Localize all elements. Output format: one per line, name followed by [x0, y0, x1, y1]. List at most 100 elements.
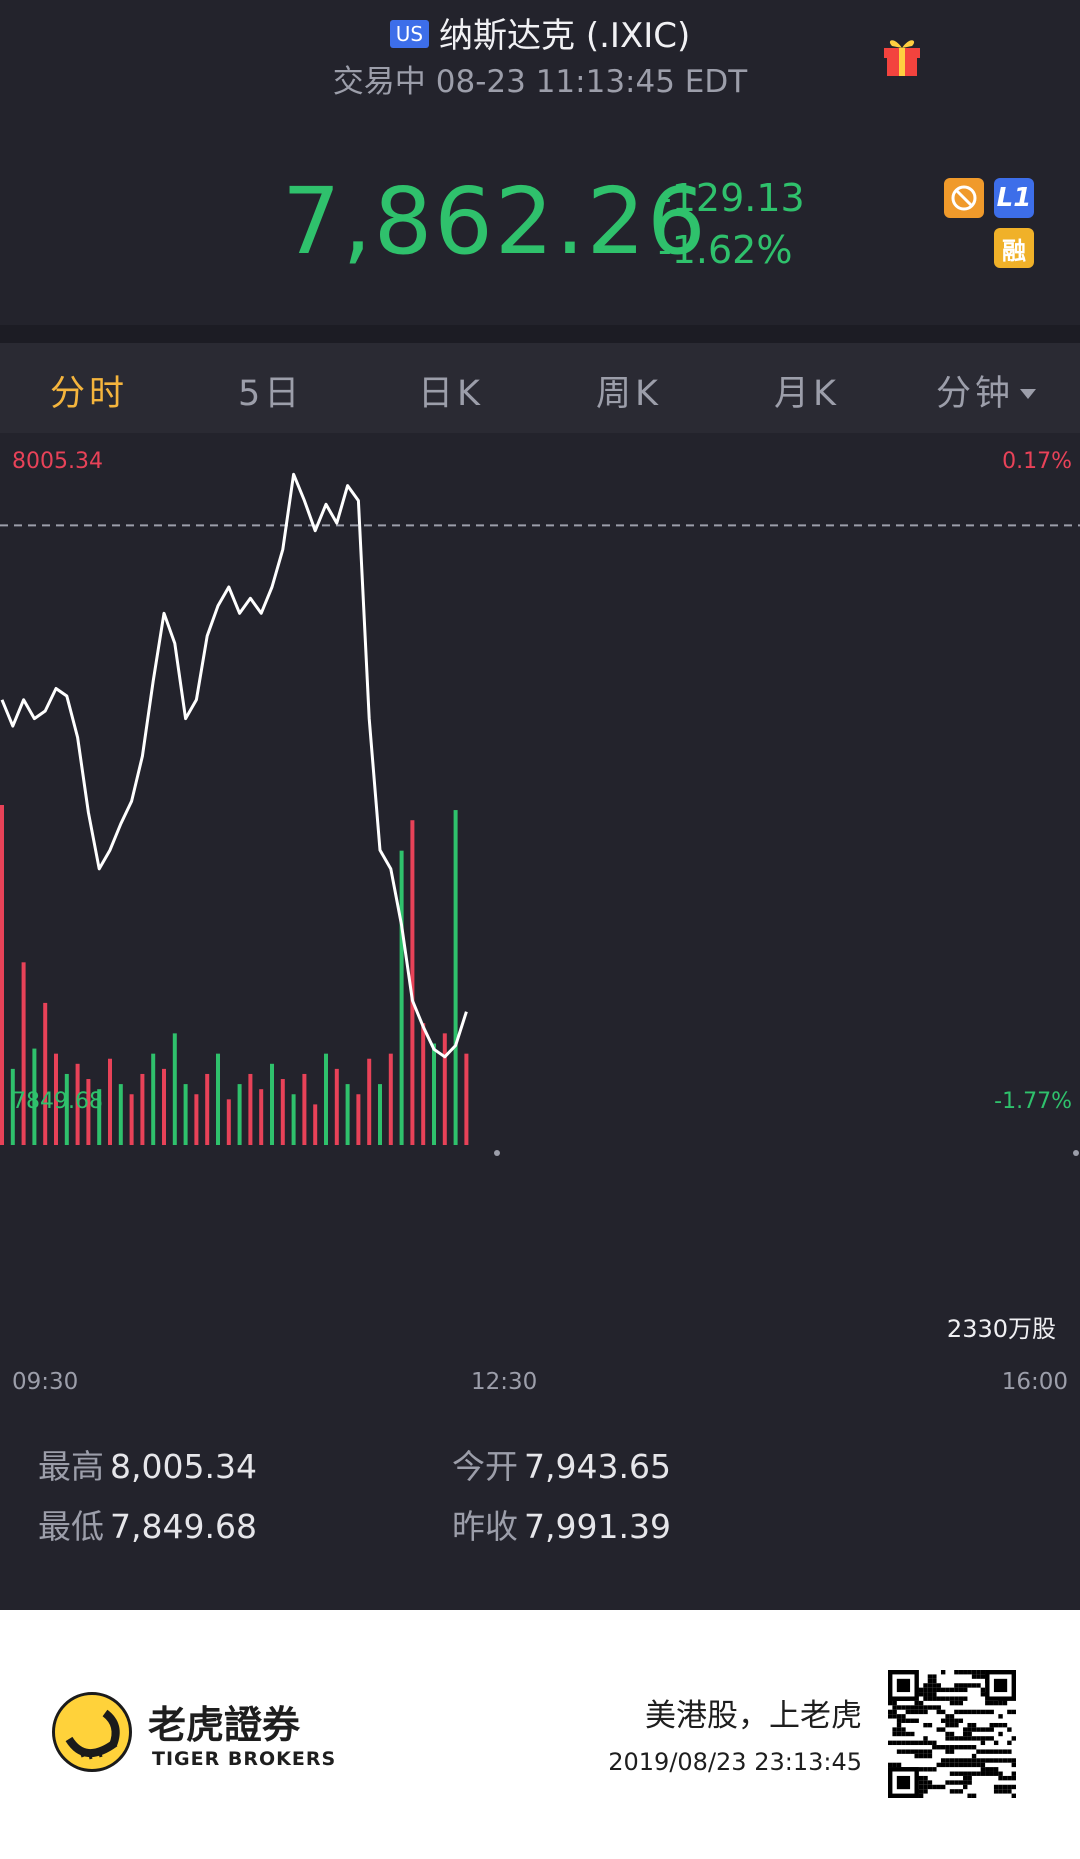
- market-badge: US: [389, 20, 430, 48]
- volume-bar: [118, 1084, 123, 1145]
- chart-low-pct: -1.77%: [994, 1089, 1072, 1114]
- tab-monthly-k[interactable]: 月K: [774, 374, 840, 414]
- price-change-block: -129.13 -1.62%: [658, 172, 805, 276]
- stat-prev-close-key: 昨收: [452, 1507, 518, 1546]
- volume-bar: [21, 962, 26, 1145]
- volume-bar: [237, 1084, 242, 1145]
- chart-low-label: 7849.68: [12, 1089, 103, 1114]
- volume-bar: [97, 1089, 102, 1145]
- stat-open-value: 7,943.65: [524, 1447, 671, 1486]
- volume-bar: [453, 810, 458, 1145]
- trading-status: 交易中 08-23 11:13:45 EDT: [0, 56, 1080, 101]
- volume-bar: [259, 1089, 264, 1145]
- volume-bar: [10, 1068, 15, 1145]
- price-line: [0, 472, 468, 1059]
- volume-bar: [421, 1023, 426, 1145]
- stat-open: 今开 7,943.65: [452, 1440, 671, 1488]
- volume-bar: [280, 1079, 285, 1145]
- volume-bar: [205, 1073, 210, 1145]
- slogan: 美港股，上老虎: [645, 1698, 862, 1734]
- tab-minute-label: 分钟: [936, 374, 1015, 414]
- volume-bar: [151, 1053, 156, 1145]
- stat-prev-close: 昨收 7,991.39: [452, 1500, 671, 1548]
- chart-high-label: 8005.34: [12, 449, 103, 474]
- volume-bar: [442, 1033, 447, 1145]
- time-label-open: 09:30: [12, 1369, 79, 1395]
- last-price: 7,862.26: [282, 168, 708, 275]
- volume-bar: [345, 1084, 350, 1145]
- volume-label: 2330万股: [946, 1315, 1056, 1343]
- volume-bar: [54, 1053, 58, 1145]
- volume-bar: [226, 1099, 231, 1145]
- footer-timestamp: 2019/08/23 23:13:45: [608, 1748, 862, 1776]
- price-change-pct: -1.62%: [658, 228, 793, 272]
- chevron-down-icon: [1020, 389, 1037, 399]
- stat-low-key: 最低: [38, 1507, 104, 1546]
- volume-bar: [291, 1094, 296, 1145]
- status-timestamp: 08-23 11:13:45 EDT: [435, 64, 748, 100]
- volume-bar: [270, 1063, 274, 1145]
- level1-badge[interactable]: L1: [994, 178, 1034, 218]
- time-label-mid: 12:30: [471, 1369, 538, 1395]
- brand-name-en: TIGER BROKERS: [152, 1748, 337, 1770]
- stat-prev-close-value: 7,991.39: [524, 1507, 671, 1546]
- volume-bar: [172, 1033, 177, 1145]
- no-short-icon[interactable]: [944, 178, 984, 218]
- tab-5day[interactable]: 5日: [238, 374, 304, 414]
- chart-canvas: [0, 472, 1080, 1156]
- time-label-close: 16:00: [1001, 1369, 1068, 1395]
- volume-bar: [75, 1063, 80, 1145]
- volume-bar: [216, 1053, 220, 1145]
- volume-bar: [248, 1073, 253, 1145]
- volume-bar: [334, 1068, 339, 1145]
- intraday-chart[interactable]: 8005.34 0.17% 7849.68 -1.77% 2330万股 09:3…: [0, 433, 1080, 1608]
- volume-bar: [183, 1084, 188, 1145]
- stat-high-key: 最高: [38, 1447, 104, 1486]
- brand-name-cn: 老虎證券: [148, 1703, 301, 1747]
- tiger-logo-icon: [52, 1692, 132, 1772]
- volume-bar: [302, 1073, 307, 1145]
- volume-bar: [367, 1058, 372, 1145]
- share-footer: 老虎證券 TIGER BROKERS 美港股，上老虎 2019/08/23 23…: [0, 1610, 1080, 1859]
- volume-bar: [410, 820, 415, 1145]
- index-title: 纳斯达克 (.IXIC): [439, 16, 691, 56]
- volume-bar: [399, 850, 404, 1145]
- stat-open-key: 今开: [452, 1447, 518, 1486]
- stat-high-value: 8,005.34: [110, 1447, 257, 1486]
- volume-bar: [43, 1002, 48, 1145]
- stat-high: 最高 8,005.34: [38, 1440, 257, 1488]
- chart-high-pct: 0.17%: [1002, 449, 1072, 474]
- status-text: 交易中: [332, 64, 426, 100]
- tab-minute[interactable]: 分钟: [936, 365, 1037, 416]
- volume-bar: [32, 1048, 37, 1145]
- volume-bar: [356, 1094, 361, 1145]
- volume-bar: [378, 1084, 382, 1145]
- volume-bar: [86, 1079, 91, 1145]
- volume-bar: [464, 1053, 469, 1145]
- tab-intraday[interactable]: 分时: [50, 374, 129, 414]
- margin-badge[interactable]: 融: [994, 228, 1034, 268]
- axis-dot-mid: [494, 1150, 500, 1156]
- volume-bar: [194, 1094, 199, 1145]
- stat-low-value: 7,849.68: [110, 1507, 257, 1546]
- volume-bar: [108, 1058, 112, 1145]
- quote-header: US 纳斯达克 (.IXIC) 交易中 08-23 11:13:45 EDT 7,8…: [0, 0, 1080, 325]
- gift-icon[interactable]: [880, 32, 924, 78]
- volume-bar: [324, 1053, 328, 1145]
- volume-bar: [0, 805, 4, 1145]
- volume-bar: [129, 1094, 134, 1145]
- qr-code-icon: [888, 1670, 1016, 1798]
- volume-bar: [388, 1053, 393, 1145]
- divider: [0, 325, 1080, 343]
- volume-bar: [313, 1104, 318, 1145]
- title-row: US 纳斯达克 (.IXIC): [0, 8, 1080, 57]
- price-change: -129.13: [658, 176, 805, 220]
- chart-period-tabs: 分时 5日 日K 周K 月K 分钟: [0, 343, 1080, 435]
- tab-weekly-k[interactable]: 周K: [596, 374, 662, 414]
- volume-bar: [140, 1073, 145, 1145]
- volume-bar: [64, 1073, 69, 1145]
- stat-low: 最低 7,849.68: [38, 1500, 257, 1548]
- volume-bar: [162, 1068, 166, 1145]
- tab-daily-k[interactable]: 日K: [418, 374, 484, 414]
